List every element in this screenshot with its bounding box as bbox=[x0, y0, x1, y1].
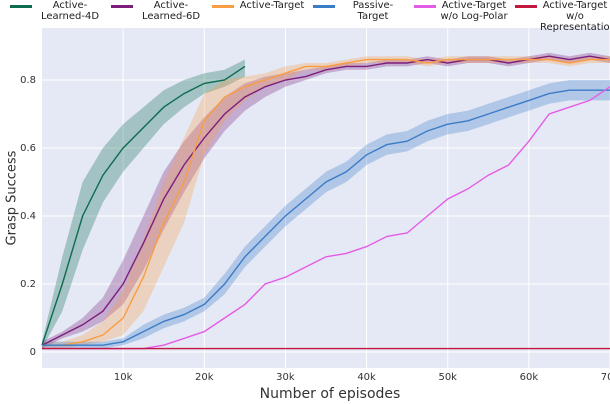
grid bbox=[42, 28, 610, 368]
legend-item: Active-Target w/o Log-Polar bbox=[414, 0, 509, 33]
legend-item: Active-Learned-6D bbox=[111, 0, 206, 33]
y-axis-label: Grasp Success bbox=[5, 150, 20, 245]
legend-label: Passive-Target bbox=[352, 0, 394, 22]
series-line bbox=[42, 58, 610, 346]
legend: Active-Learned-4D Active-Learned-6D Active… bbox=[10, 0, 610, 33]
x-tick-label: 50k bbox=[438, 372, 457, 383]
x-tick-label: 10k bbox=[114, 372, 133, 383]
legend-label: Active-Learned-4D bbox=[40, 0, 100, 22]
legend-swatch bbox=[313, 5, 335, 8]
legend-label: Active-Learned-6D bbox=[141, 0, 201, 22]
legend-item: Active-Learned-4D bbox=[10, 0, 105, 33]
ticks: 0 0.2 0.4 0.6 0.8 10k 20k 30k 40k 50k 60k 70k bbox=[20, 75, 610, 383]
legend-label: Active-Target w/o Representation bbox=[540, 0, 610, 33]
legend-label: Active-Target w/o Log-Polar bbox=[440, 0, 508, 22]
x-tick-label: 70k bbox=[601, 372, 610, 383]
bands bbox=[42, 52, 610, 349]
legend-swatch bbox=[515, 5, 537, 8]
series-line bbox=[41, 65, 246, 346]
legend-swatch bbox=[414, 5, 436, 8]
y-tick-label: 0.6 bbox=[20, 143, 36, 154]
legend-swatch bbox=[111, 5, 133, 8]
legend-label: Active-Target bbox=[239, 0, 305, 11]
x-tick-label: 30k bbox=[276, 372, 295, 383]
x-axis-label: Number of episodes bbox=[260, 386, 401, 402]
x-tick-label: 40k bbox=[357, 372, 376, 383]
legend-item: Active-Target bbox=[212, 0, 307, 33]
y-tick-label: 0 bbox=[30, 347, 36, 358]
x-tick-label: 20k bbox=[195, 372, 214, 383]
y-tick-label: 0.8 bbox=[20, 75, 36, 86]
lines bbox=[41, 55, 610, 350]
y-tick-label: 0.2 bbox=[20, 279, 36, 290]
x-tick-label: 60k bbox=[520, 372, 539, 383]
confidence-band bbox=[42, 52, 610, 349]
legend-item: Passive-Target bbox=[313, 0, 408, 33]
legend-swatch bbox=[10, 5, 32, 8]
series-line bbox=[42, 89, 610, 346]
plot-background bbox=[42, 28, 610, 368]
y-tick-label: 0.4 bbox=[20, 211, 36, 222]
legend-item: Active-Target w/o Representation bbox=[515, 0, 610, 33]
legend-swatch bbox=[212, 5, 234, 8]
confidence-band bbox=[42, 59, 245, 349]
series-line bbox=[41, 55, 610, 346]
